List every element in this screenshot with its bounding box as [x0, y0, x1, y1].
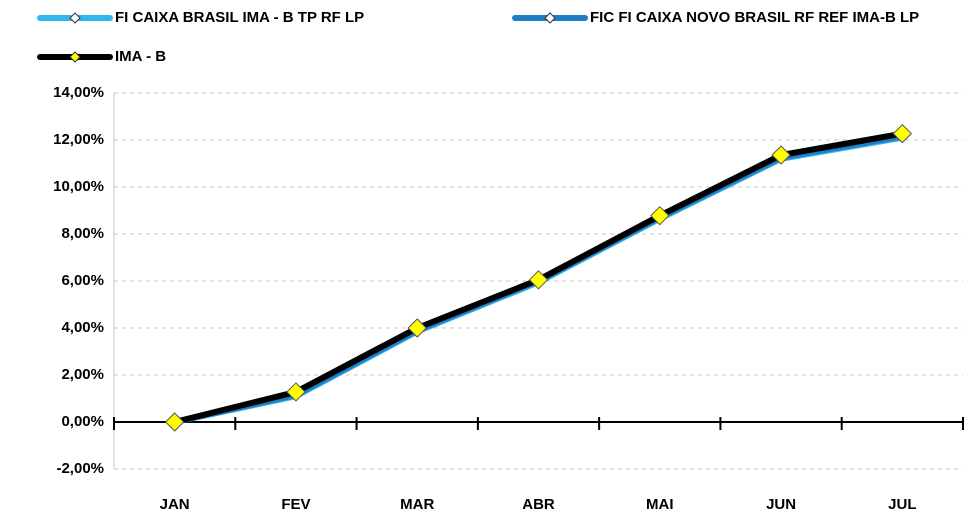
x-tick-label: JUN [766, 496, 796, 513]
x-tick-label: JAN [160, 496, 190, 513]
legend-label: FIC FI CAIXA NOVO BRASIL RF REF IMA-B LP [590, 9, 919, 26]
y-tick-label: 12,00% [53, 131, 104, 148]
marker [528, 270, 549, 290]
y-tick-label: 2,00% [61, 366, 104, 383]
x-tick-label: JUL [888, 496, 916, 513]
legend-marker [69, 51, 81, 63]
marker [650, 205, 670, 226]
marker [164, 412, 185, 432]
y-tick-label: 6,00% [61, 272, 104, 289]
marker [286, 382, 306, 402]
y-tick-label: 8,00% [61, 225, 104, 242]
legend-marker [544, 12, 556, 24]
marker [771, 145, 791, 165]
x-tick-label: MAI [646, 496, 674, 513]
marker [892, 123, 913, 144]
legend-label: IMA - B [115, 48, 166, 65]
x-tick-label: ABR [522, 496, 555, 513]
legend-label: FI CAIXA BRASIL IMA - B TP RF LP [115, 9, 364, 26]
x-tick-label: FEV [281, 496, 310, 513]
y-tick-label: 10,00% [53, 178, 104, 195]
y-tick-label: 14,00% [53, 84, 104, 101]
y-tick-label: 4,00% [61, 319, 104, 336]
y-tick-label: -2,00% [56, 460, 104, 477]
y-tick-label: 0,00% [61, 413, 104, 430]
x-tick-label: MAR [400, 496, 434, 513]
marker [407, 318, 427, 338]
legend-marker [69, 12, 81, 24]
